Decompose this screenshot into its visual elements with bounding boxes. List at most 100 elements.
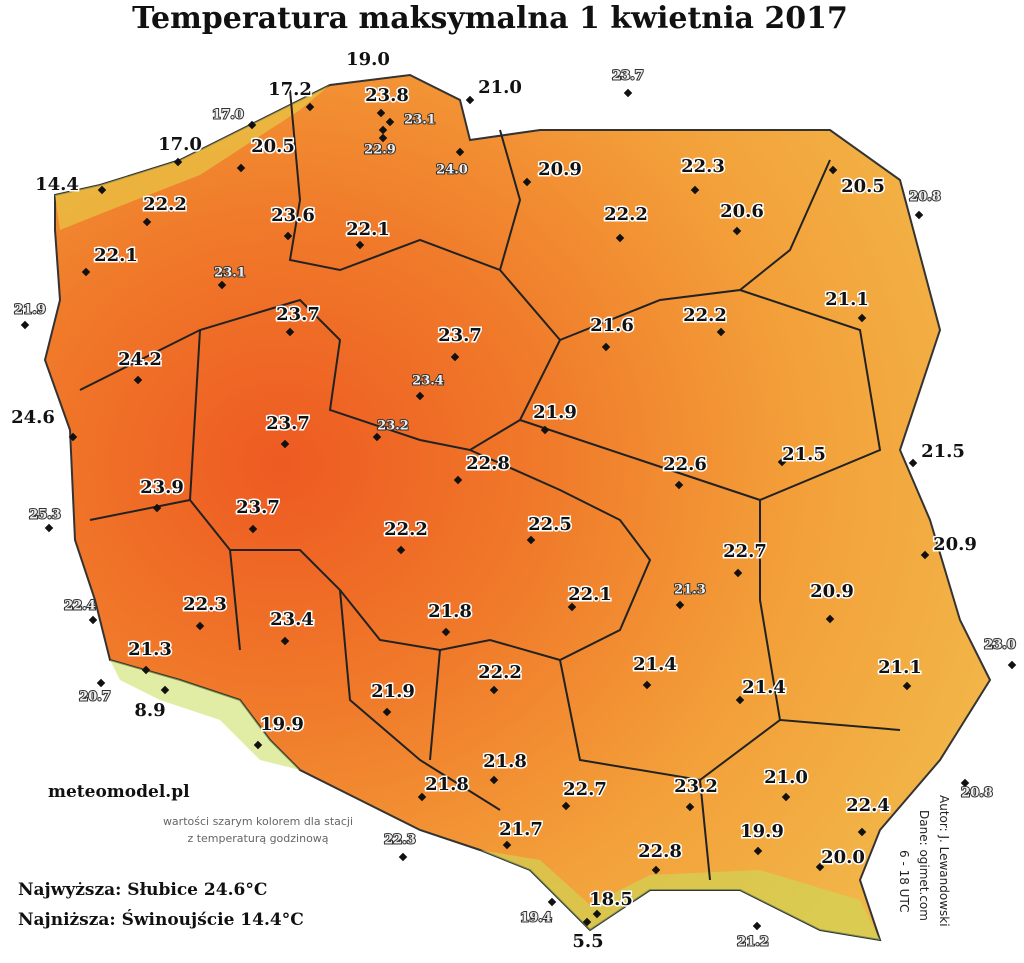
station-label: 8.9	[134, 700, 165, 721]
station-dot	[547, 897, 557, 907]
credit: 6 - 18 UTC	[897, 850, 911, 912]
station-label: 20.5	[251, 136, 295, 157]
station-label: 22.4	[64, 599, 96, 614]
station-label: 19.9	[740, 821, 784, 842]
station-dot	[20, 320, 30, 330]
station-dot	[582, 917, 592, 927]
station-label: 22.8	[638, 841, 682, 862]
station-dot	[716, 327, 726, 337]
station-label: 22.7	[723, 541, 767, 562]
station-label: 22.3	[681, 156, 725, 177]
station-label: 22.2	[384, 519, 428, 540]
station-label: 19.9	[260, 714, 304, 735]
station-dot	[247, 120, 257, 130]
station-label: 21.5	[782, 444, 826, 465]
station-dot	[902, 681, 912, 691]
extreme: Najwyższa: Słubice 24.6°C	[18, 880, 267, 900]
station-dot	[173, 157, 183, 167]
station-label: 22.2	[604, 204, 648, 225]
station-dot	[642, 680, 652, 690]
site: meteomodel.pl	[48, 782, 190, 802]
credit: Autor: J. Lewandowski	[937, 795, 951, 927]
station-label: 22.1	[568, 584, 612, 605]
station-dot	[376, 108, 386, 118]
station-label: 20.8	[961, 786, 993, 801]
station-dot	[1007, 660, 1017, 670]
station-dot	[914, 210, 924, 220]
station-dot	[285, 327, 295, 337]
station-label: 21.9	[14, 303, 46, 318]
station-label: 21.0	[764, 767, 808, 788]
station-dot	[372, 432, 382, 442]
station-label: 22.4	[846, 795, 890, 816]
station-dot	[685, 802, 695, 812]
station-label: 21.3	[674, 583, 706, 598]
station-dot	[489, 685, 499, 695]
station-label: 23.4	[412, 374, 444, 389]
station-dot	[236, 163, 246, 173]
station-label: 23.9	[140, 477, 184, 498]
mountains-cool-south	[480, 850, 880, 940]
station-dot	[88, 615, 98, 625]
station-label: 23.7	[276, 304, 320, 325]
station-label: 23.6	[271, 205, 315, 226]
station-label: 22.6	[663, 454, 707, 475]
station-dot	[651, 865, 661, 875]
station-dot	[526, 535, 536, 545]
station-label: 23.4	[270, 609, 314, 630]
station-dot	[450, 352, 460, 362]
station-label: 21.4	[742, 677, 786, 698]
station-dot	[280, 636, 290, 646]
station-label: 22.3	[183, 594, 227, 615]
station-label: 20.6	[720, 201, 764, 222]
station-dot	[567, 602, 577, 612]
station-label: 21.8	[483, 751, 527, 772]
station-label: 21.9	[533, 402, 577, 423]
station-label: 21.1	[825, 289, 869, 310]
station-label: 21.9	[371, 681, 415, 702]
station-label: 20.0	[821, 847, 865, 868]
station-label: 21.6	[590, 315, 634, 336]
station-dot	[857, 827, 867, 837]
station-label: 20.9	[810, 581, 854, 602]
station-dot	[44, 523, 54, 533]
station-label: 23.8	[365, 85, 409, 106]
station-dot	[133, 375, 143, 385]
station-label: 18.5	[589, 889, 633, 910]
station-dot	[540, 425, 550, 435]
station-dot	[561, 801, 571, 811]
station-label: 22.5	[528, 514, 572, 535]
station-dot	[857, 313, 867, 323]
station-label: 23.2	[377, 419, 409, 434]
region-borders	[79, 89, 901, 881]
station-label: 17.2	[268, 79, 312, 100]
station-dot	[97, 185, 107, 195]
station-label: 22.1	[346, 219, 390, 240]
station-dot	[674, 480, 684, 490]
station-dot	[280, 439, 290, 449]
station-dot	[781, 792, 791, 802]
station-dot	[385, 117, 395, 127]
station-dot	[623, 88, 633, 98]
station-label: 17.0	[212, 108, 244, 123]
station-label: 24.2	[118, 349, 162, 370]
station-dot	[465, 95, 475, 105]
station-label: 22.2	[683, 305, 727, 326]
note: z temperaturą godzinową	[187, 832, 328, 845]
station-label: 23.7	[612, 69, 644, 84]
mountains-cool	[110, 660, 300, 770]
station-label: 20.9	[933, 534, 977, 555]
station-dot	[601, 342, 611, 352]
station-label: 5.5	[572, 931, 603, 952]
station-label: 23.1	[214, 266, 246, 281]
station-dot	[217, 280, 227, 290]
station-label: 21.0	[478, 77, 522, 98]
station-dot	[415, 391, 425, 401]
extreme: Najniższa: Świnoujście 14.4°C	[18, 909, 304, 930]
station-dot	[815, 862, 825, 872]
station-label: 20.8	[909, 190, 941, 205]
coast-cool	[55, 85, 330, 230]
station-dot	[502, 840, 512, 850]
station-dot	[142, 217, 152, 227]
station-label: 22.3	[384, 833, 416, 848]
